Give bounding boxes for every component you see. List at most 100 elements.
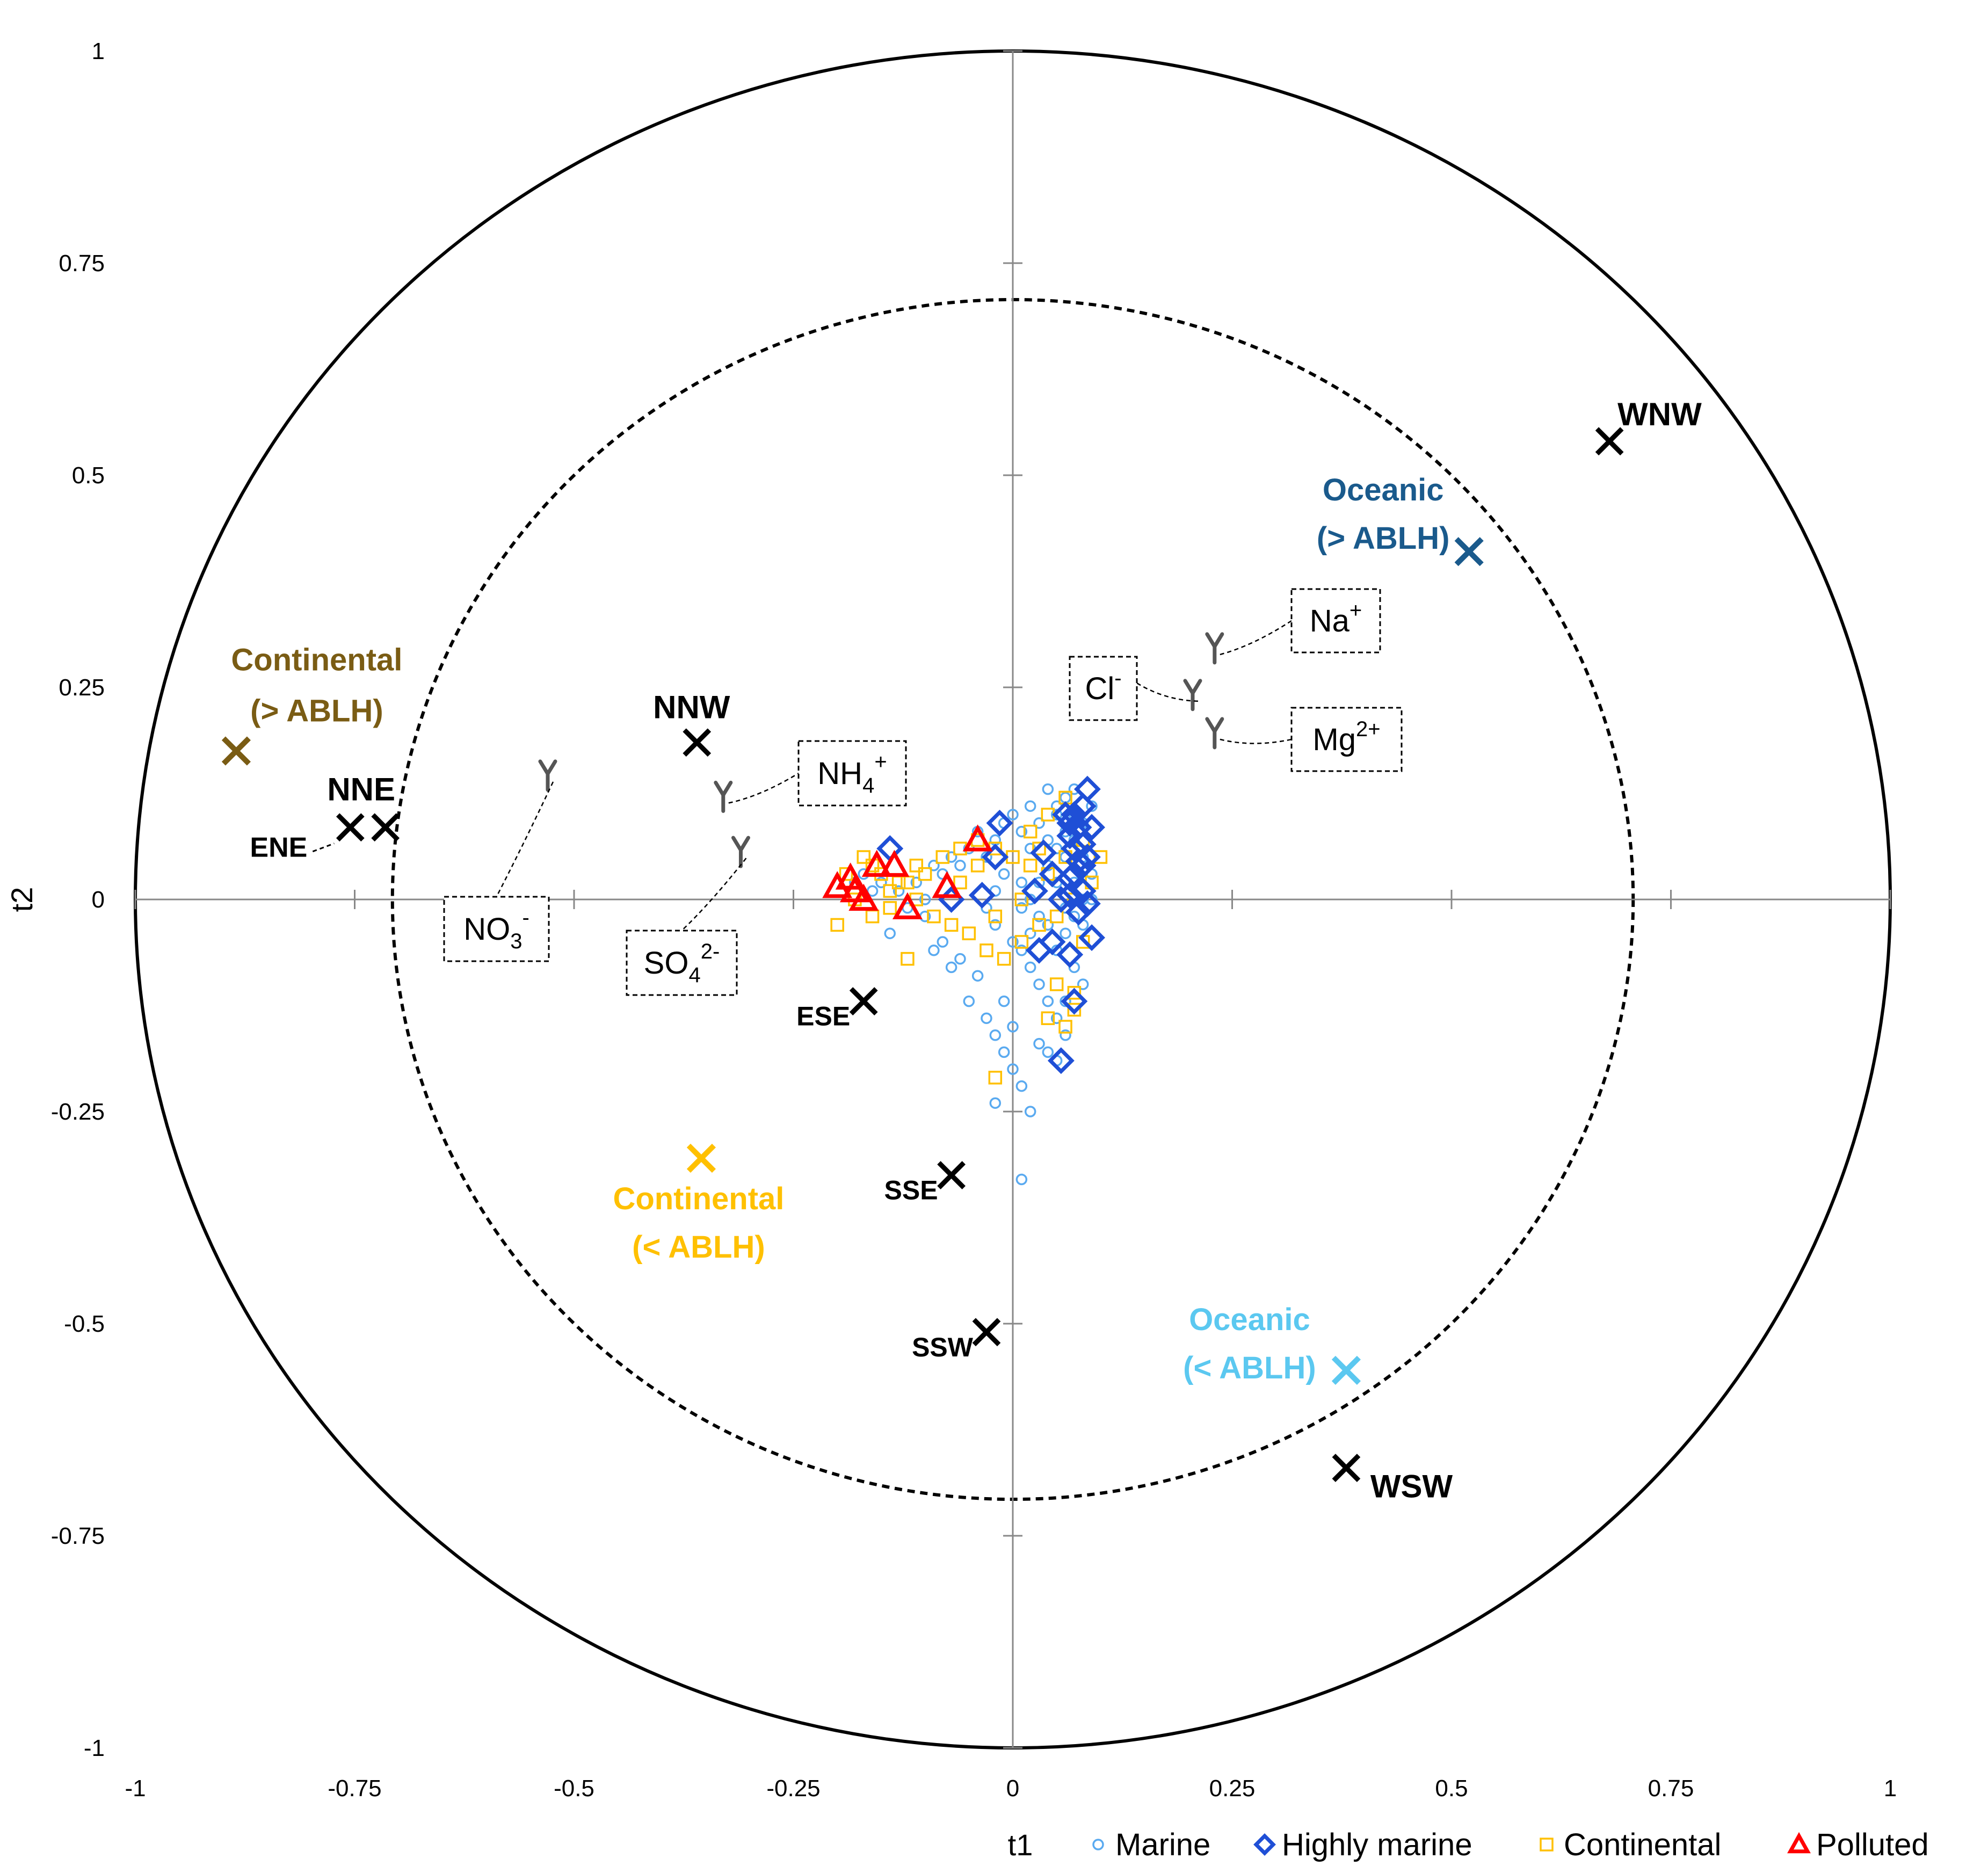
ion-y-symbol bbox=[714, 780, 725, 797]
data-point bbox=[998, 1046, 1010, 1058]
ion-superscript: 2+ bbox=[1356, 717, 1381, 741]
ion-superscript: 2- bbox=[701, 940, 720, 963]
data-point bbox=[1047, 886, 1075, 913]
data-point bbox=[865, 909, 880, 924]
data-point bbox=[1033, 1037, 1045, 1050]
ion-subscript: 3 bbox=[510, 930, 522, 953]
x-mark-stroke bbox=[1454, 537, 1484, 567]
data-point bbox=[1015, 876, 1028, 889]
data-point bbox=[1069, 793, 1097, 820]
ion-label: Mg2+ bbox=[1312, 717, 1380, 757]
ion-variable-so4: SO42- bbox=[626, 836, 750, 996]
wind-label-wsw: WSW bbox=[1370, 1469, 1453, 1505]
data-point bbox=[988, 1071, 1003, 1085]
data-point bbox=[1060, 1029, 1071, 1041]
data-point bbox=[980, 943, 993, 957]
data-point bbox=[1024, 1106, 1036, 1117]
x-tick-label: 1 bbox=[1884, 1775, 1897, 1802]
wind-label-nne: NNE bbox=[327, 772, 395, 808]
data-point bbox=[1007, 1063, 1019, 1075]
legend-symbol-highly-marine bbox=[1253, 1833, 1276, 1856]
data-point bbox=[1042, 783, 1054, 795]
y-tick-label: 0.75 bbox=[59, 250, 105, 277]
class-marker-cont-below bbox=[686, 1143, 716, 1173]
x-tick-label: 0 bbox=[1006, 1775, 1019, 1802]
ion-y-symbol bbox=[731, 836, 743, 852]
ion-y-symbol bbox=[546, 759, 557, 776]
x-mark-stroke bbox=[937, 1161, 966, 1189]
data-point bbox=[954, 953, 966, 965]
y-tick-label: -0.75 bbox=[51, 1523, 105, 1549]
data-point bbox=[879, 850, 910, 877]
x-mark-stroke bbox=[683, 728, 712, 757]
data-point bbox=[986, 809, 1013, 837]
data-point bbox=[1039, 928, 1066, 955]
series-polluted bbox=[822, 824, 993, 919]
ion-y-symbol bbox=[1205, 632, 1217, 649]
ion-label-box bbox=[443, 896, 550, 962]
data-point bbox=[1061, 860, 1088, 888]
data-point bbox=[848, 883, 879, 911]
data-point bbox=[1061, 835, 1088, 862]
data-point bbox=[1024, 961, 1036, 974]
data-point bbox=[1052, 801, 1079, 828]
ene-connector bbox=[312, 843, 335, 853]
data-point bbox=[935, 850, 950, 864]
data-point bbox=[937, 936, 949, 948]
legend-symbol-marine bbox=[1092, 1839, 1104, 1850]
x-tick-label: -0.25 bbox=[766, 1775, 820, 1802]
data-point bbox=[1056, 882, 1084, 909]
y-tick-label: -0.5 bbox=[64, 1311, 105, 1337]
ion-label: NH4+ bbox=[817, 750, 887, 797]
ion-connector bbox=[1220, 738, 1292, 744]
x-axis-title: t1 bbox=[1008, 1828, 1033, 1862]
data-point bbox=[893, 885, 905, 897]
data-point bbox=[839, 867, 853, 881]
wind-label-nnw: NNW bbox=[653, 689, 730, 725]
data-point bbox=[1023, 824, 1037, 839]
ion-y-symbol bbox=[1191, 679, 1202, 695]
data-point bbox=[1041, 1011, 1055, 1025]
data-point bbox=[998, 868, 1010, 880]
ion-label-box bbox=[797, 740, 907, 807]
data-point bbox=[971, 970, 984, 982]
data-point bbox=[962, 824, 993, 852]
wind-marker-nne bbox=[371, 813, 400, 842]
data-point bbox=[982, 844, 1009, 870]
data-point bbox=[1007, 936, 1019, 948]
ion-variable-mg: Mg2+ bbox=[1205, 707, 1403, 772]
data-point bbox=[953, 875, 967, 890]
data-point bbox=[822, 871, 853, 898]
ion-superscript: + bbox=[874, 750, 887, 774]
data-point bbox=[988, 909, 1003, 924]
data-point bbox=[1077, 978, 1089, 990]
ion-superscript: + bbox=[1349, 599, 1362, 622]
ion-label: Cl- bbox=[1085, 666, 1121, 706]
ion-connector bbox=[728, 772, 799, 804]
ion-subscript: 4 bbox=[688, 963, 700, 987]
legend: Marine Highly marine Continental Polluted bbox=[1092, 1827, 1929, 1862]
data-point bbox=[1015, 1173, 1028, 1186]
data-point bbox=[998, 995, 1010, 1007]
data-point bbox=[1078, 924, 1106, 952]
wind-marker-ese bbox=[849, 987, 878, 1015]
ion-label: Na+ bbox=[1310, 599, 1362, 638]
ion-variable-na: Na+ bbox=[1205, 588, 1381, 665]
ion-y-symbol bbox=[538, 759, 550, 776]
data-point bbox=[968, 882, 996, 909]
ion-y-symbol bbox=[1205, 717, 1217, 734]
data-point bbox=[1061, 988, 1088, 1015]
data-point bbox=[1015, 825, 1028, 838]
data-point bbox=[910, 876, 923, 889]
ion-main: Na bbox=[1310, 604, 1350, 638]
data-point bbox=[884, 927, 896, 939]
data-point bbox=[1060, 792, 1071, 804]
data-point bbox=[919, 894, 931, 905]
ion-label-box bbox=[626, 930, 738, 996]
data-point bbox=[1014, 892, 1029, 906]
data-point bbox=[875, 876, 887, 889]
legend-label-polluted: Polluted bbox=[1816, 1827, 1929, 1862]
data-point bbox=[1030, 839, 1057, 867]
class-label-ocean-below-line2: (< ABLH) bbox=[1183, 1351, 1316, 1385]
data-point bbox=[1047, 1047, 1075, 1075]
